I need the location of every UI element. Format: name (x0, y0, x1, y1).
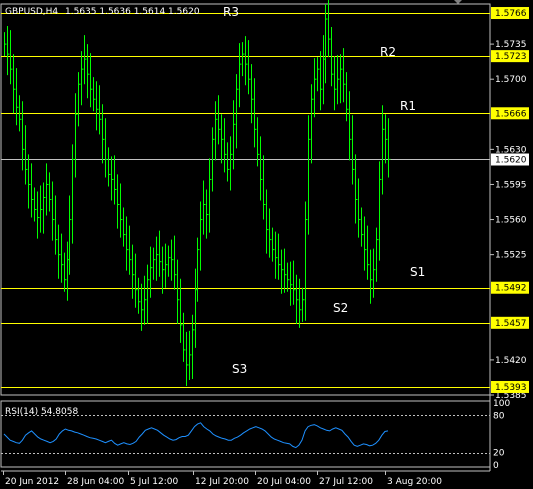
level-label-s1: S1 (410, 265, 425, 279)
rsi-tick-label: 80 (493, 411, 505, 421)
level-price-tag-label: 1.5666 (495, 109, 527, 119)
price-bars (4, 0, 391, 386)
level-price-tag-label: 1.5393 (495, 383, 527, 393)
level-label-s2: S2 (333, 301, 348, 315)
rsi-indicator: 100 80 20 0 (1, 399, 510, 471)
rsi-line (3, 422, 389, 449)
rsi-tick-label: 20 (493, 449, 505, 459)
symbol-label: GBPUSD,H4 (5, 7, 58, 17)
price-tick-label: 1.5420 (495, 356, 527, 366)
level-label-r2: R2 (380, 45, 396, 59)
level-label-s3: S3 (232, 362, 247, 376)
current-price-tag (491, 153, 529, 166)
support-resistance-levels: R3 R2 R1 S1 S2 S3 (1, 5, 490, 388)
time-axis: 20 Jun 2012 28 Jun 04:00 5 Jul 12:00 12 Jul… (3, 471, 442, 487)
rsi-label: RSI(14) 54.8058 (5, 407, 78, 417)
chart-shift-marker (454, 0, 462, 4)
price-tick-label: 1.5700 (495, 75, 527, 85)
level-price-tag (491, 380, 529, 393)
price-tick-label: 1.5525 (495, 251, 527, 261)
level-label-r3: R3 (223, 5, 239, 19)
level-price-tag-label: 1.5723 (495, 52, 527, 62)
level-price-tag (491, 7, 529, 20)
price-tick-label: 1.5630 (495, 145, 527, 155)
ohlc-readout: 1.5635 1.5636 1.5614 1.5620 (65, 7, 200, 17)
time-tick-label: 28 Jun 04:00 (67, 477, 124, 487)
price-tick-label: 1.5560 (495, 216, 527, 226)
level-price-tag (491, 107, 529, 120)
level-price-tag-label: 1.5457 (495, 319, 527, 329)
level-price-tag (491, 50, 529, 63)
level-label-r1: R1 (400, 99, 416, 113)
level-price-tag-label: 1.5766 (495, 9, 527, 19)
price-tick-label: 1.5595 (495, 180, 527, 190)
time-tick-label: 12 Jul 20:00 (195, 477, 249, 487)
price-tick-label: 1.5735 (495, 40, 527, 50)
price-axis: 1.5735 1.5700 1.5630 1.5595 1.5560 1.5525 1.54… (490, 7, 529, 401)
time-tick-label: 27 Jul 12:00 (319, 477, 373, 487)
time-tick-label: 5 Jul 12:00 (130, 477, 179, 487)
time-tick-label: 20 Jun 2012 (5, 477, 59, 487)
rsi-tick-label: 100 (493, 399, 510, 409)
current-price-tag-label: 1.5620 (495, 156, 527, 166)
level-price-tag-label: 1.5492 (495, 284, 527, 294)
time-tick-label: 20 Jul 04:00 (257, 477, 311, 487)
level-price-tag (491, 281, 529, 294)
level-price-tag (491, 316, 529, 329)
rsi-tick-label: 0 (493, 461, 499, 471)
price-tick-label: 1.5385 (495, 391, 527, 401)
time-tick-label: 3 Aug 20:00 (387, 477, 442, 487)
